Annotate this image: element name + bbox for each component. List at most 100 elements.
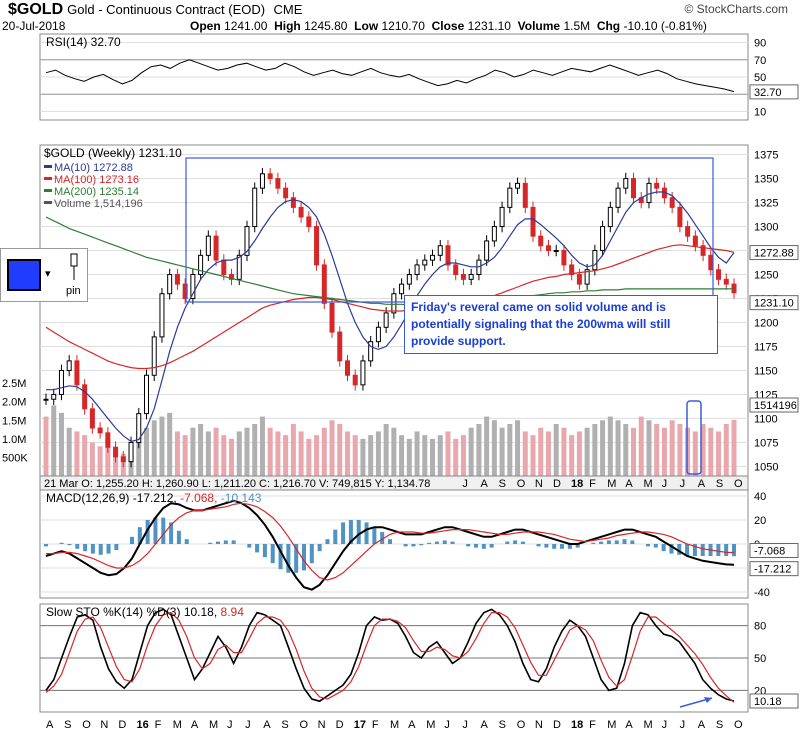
macd-histogram-bar: [544, 544, 549, 548]
macd-histogram-bar: [520, 541, 525, 544]
candle-body: [159, 293, 165, 338]
volume-bar: [352, 435, 358, 476]
macd-histogram-bar: [223, 540, 228, 544]
volume-bar: [66, 427, 72, 476]
x-axis-label: A: [481, 719, 489, 731]
volume-bar: [43, 416, 49, 476]
candle-body: [723, 278, 729, 285]
macd-histogram-bar: [333, 529, 338, 544]
volume-bar: [399, 435, 405, 476]
macd-histogram-bar: [98, 544, 103, 555]
macd-histogram-bar: [716, 544, 721, 556]
pin-icon[interactable]: [69, 253, 79, 281]
macd-histogram-bar: [356, 520, 361, 544]
x-axis-label: M: [643, 719, 652, 731]
candle-body: [236, 254, 242, 280]
candle-body: [43, 398, 49, 401]
signal-line: [46, 502, 735, 581]
x-axis-label: 16: [137, 719, 149, 731]
candle-body: [538, 235, 544, 247]
macd-tag: -17.212: [754, 564, 791, 576]
volume-bar: [414, 431, 420, 476]
x-axis-label: M: [426, 719, 435, 731]
rsi-tag: 32.70: [754, 87, 782, 99]
macd-histogram-bar: [724, 544, 729, 556]
volume-bar: [476, 424, 482, 476]
volume-bar: [460, 435, 466, 476]
x-axis-label: A: [46, 719, 54, 731]
x-tick-top: O: [734, 478, 743, 490]
x-axis-label: F: [372, 719, 379, 731]
sto-tick: 80: [754, 621, 766, 633]
candle-body: [221, 259, 227, 276]
volume-bar: [190, 427, 196, 476]
candle-body: [383, 312, 389, 328]
x-axis-label: J: [662, 719, 668, 731]
macd-histogram-bar: [341, 522, 346, 544]
sto-tick: 50: [754, 653, 766, 665]
candle-body: [275, 178, 281, 189]
x-tick-top: F: [589, 478, 596, 490]
candle-body: [414, 264, 420, 276]
macd-histogram-bar: [325, 539, 330, 544]
price-tick: 1300: [754, 222, 778, 234]
volume-bar: [661, 427, 667, 476]
x-axis-label: A: [625, 719, 633, 731]
volume-bar: [321, 427, 327, 476]
volume-bar: [329, 420, 335, 476]
volume-value: 1.5M: [563, 19, 591, 33]
ma100-line: [45, 244, 735, 370]
legend-entry: MA(10) 1272.88: [54, 162, 133, 174]
legend-swatch: [44, 189, 52, 192]
volume-bar: [453, 438, 459, 476]
x-tick-top: D: [553, 478, 561, 490]
x-axis-label: J: [462, 719, 468, 731]
volume-bar: [51, 405, 57, 476]
chg-value: -10.10 (-0.81%): [623, 19, 707, 33]
candle-body: [314, 226, 320, 266]
x-axis-label: S: [716, 719, 723, 731]
macd-tick: -40: [754, 587, 770, 599]
price-tick: 1250: [754, 270, 778, 282]
volume-bar: [259, 416, 265, 476]
candle-body: [530, 206, 536, 237]
volume-bar: [515, 420, 521, 476]
macd-label: MACD(12,26,9) -17.212, -7.068, -10.143: [46, 491, 262, 505]
candle-body: [499, 206, 505, 228]
color-picker-widget[interactable]: ▾ pin: [0, 248, 88, 302]
price-tick: 1050: [754, 461, 778, 473]
ma200-line: [45, 216, 735, 306]
candle-body: [136, 413, 142, 443]
volume-bar: [182, 435, 188, 476]
macd-histogram-bar: [388, 539, 392, 544]
candle-body: [600, 226, 606, 252]
candle-body: [592, 250, 598, 271]
volume-bar: [306, 438, 312, 476]
macd-histogram-bar: [567, 544, 572, 549]
candle-body: [182, 283, 188, 300]
volume-bar: [174, 431, 180, 476]
date-readout: 21 Mar O: 1,255.20 H: 1,260.90 L: 1,211.…: [44, 478, 430, 490]
volume-bar: [646, 420, 652, 476]
macd-histogram-bar: [75, 544, 80, 549]
candle-body: [607, 206, 613, 228]
legend-swatch: [44, 177, 52, 180]
volume-bar: [716, 431, 722, 476]
chevron-down-icon[interactable]: ▾: [45, 268, 51, 280]
volume-bar: [136, 431, 142, 476]
macd-histogram-bar: [466, 544, 471, 547]
candle-body: [337, 331, 343, 362]
x-axis-label: D: [553, 719, 561, 731]
brand-watermark: © StockCharts.com: [684, 2, 788, 16]
volume-tick: 2.0M: [2, 397, 26, 409]
volume-bar: [708, 427, 714, 476]
rsi-line: [45, 59, 735, 93]
volume-bar: [229, 438, 235, 476]
x-axis-label: O: [517, 719, 526, 731]
candle-body: [669, 197, 675, 208]
volume-tag: 1514196: [754, 400, 797, 412]
color-swatch[interactable]: [7, 259, 41, 291]
candle-body: [708, 254, 714, 271]
candle-body: [677, 206, 683, 228]
candle-body: [58, 369, 64, 395]
